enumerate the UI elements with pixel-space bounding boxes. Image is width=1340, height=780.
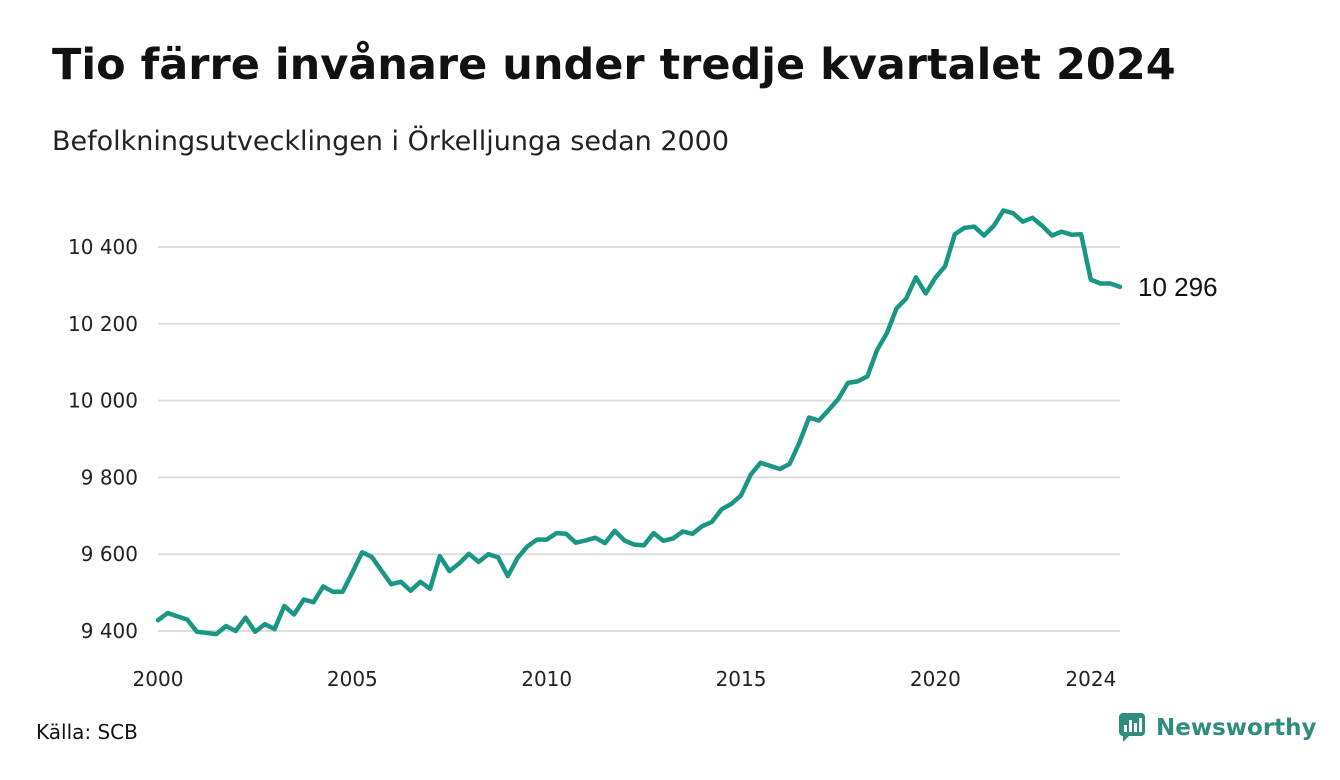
population-line xyxy=(155,208,1123,637)
y-axis-ticks: 9 400 9 600 9 800 10 000 10 200 10 400 xyxy=(68,235,138,643)
gridlines xyxy=(158,246,1120,632)
series-group xyxy=(155,208,1123,637)
x-tick-label: 2000 xyxy=(133,667,184,691)
y-tick-label: 10 400 xyxy=(68,235,138,259)
newsworthy-logo-icon xyxy=(1119,713,1145,742)
y-tick-label: 10 200 xyxy=(68,312,138,336)
x-tick-label: 2010 xyxy=(521,667,572,691)
chart-title: Tio färre invånare under tredje kvartale… xyxy=(52,40,1176,90)
x-axis-ticks: 2000 2005 2010 2015 2020 2024 xyxy=(133,667,1117,691)
end-value-label: 10 296 xyxy=(1138,272,1218,302)
y-tick-label: 9 800 xyxy=(81,465,138,489)
brand: Newsworthy xyxy=(1118,712,1317,744)
source-note: Källa: SCB xyxy=(36,720,138,744)
y-tick-label: 10 000 xyxy=(68,389,138,413)
brand-name: Newsworthy xyxy=(1156,715,1317,741)
y-tick-label: 9 400 xyxy=(81,619,138,643)
end-label-group: 10 296 xyxy=(1138,272,1218,302)
x-tick-label: 2005 xyxy=(327,667,378,691)
x-tick-label: 2020 xyxy=(910,667,961,691)
x-tick-label: 2015 xyxy=(716,667,767,691)
x-tick-label: 2024 xyxy=(1065,667,1116,691)
y-tick-label: 9 600 xyxy=(81,542,138,566)
chart-subtitle: Befolkningsutvecklingen i Örkelljunga se… xyxy=(52,126,730,157)
